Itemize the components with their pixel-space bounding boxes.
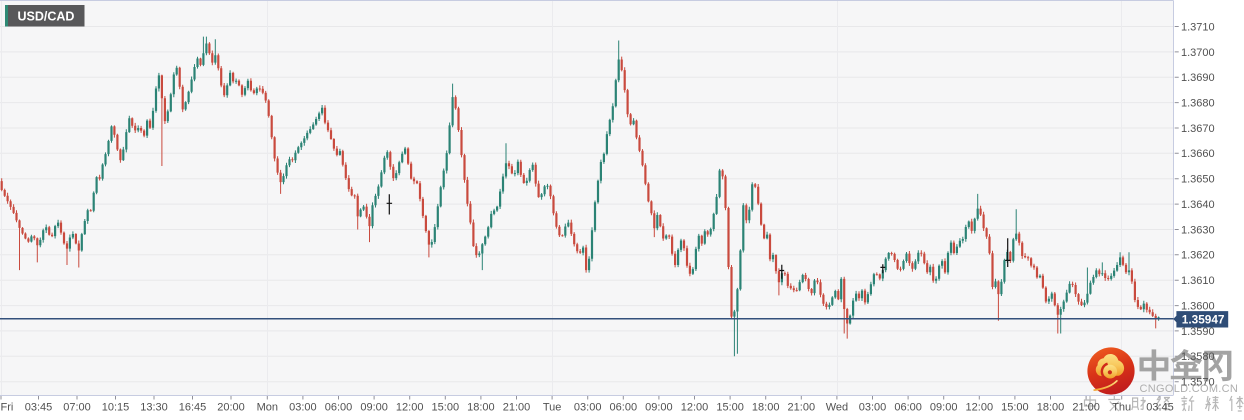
svg-text:1.3610: 1.3610 xyxy=(1181,275,1215,287)
svg-text:Thu: Thu xyxy=(1112,402,1131,414)
svg-text:1.3650: 1.3650 xyxy=(1181,174,1215,186)
svg-text:Wed: Wed xyxy=(826,402,848,414)
svg-text:21:00: 21:00 xyxy=(503,402,531,414)
svg-text:21:00: 21:00 xyxy=(1072,402,1100,414)
svg-text:1.3570: 1.3570 xyxy=(1181,377,1215,389)
svg-text:13:30: 13:30 xyxy=(140,402,168,414)
svg-text:1.3710: 1.3710 xyxy=(1181,21,1215,33)
svg-text:06:00: 06:00 xyxy=(894,402,922,414)
svg-text:03:00: 03:00 xyxy=(859,402,887,414)
svg-text:1.3700: 1.3700 xyxy=(1181,47,1215,59)
svg-text:18:00: 18:00 xyxy=(467,402,495,414)
svg-text:09:00: 09:00 xyxy=(930,402,958,414)
svg-text:16:45: 16:45 xyxy=(179,402,207,414)
svg-text:18:00: 18:00 xyxy=(1037,402,1065,414)
svg-text:1.3660: 1.3660 xyxy=(1181,148,1215,160)
svg-text:1.3620: 1.3620 xyxy=(1181,250,1215,262)
svg-text:1.3580: 1.3580 xyxy=(1181,351,1215,363)
svg-text:1.3640: 1.3640 xyxy=(1181,199,1215,211)
svg-text:21:00: 21:00 xyxy=(788,402,816,414)
svg-text:1.3670: 1.3670 xyxy=(1181,123,1215,135)
svg-text:03:45: 03:45 xyxy=(25,402,53,414)
svg-text:10:15: 10:15 xyxy=(102,402,130,414)
svg-text:06:00: 06:00 xyxy=(325,402,353,414)
svg-text:07:00: 07:00 xyxy=(63,402,91,414)
svg-text:1.35947: 1.35947 xyxy=(1182,312,1225,326)
svg-text:15:00: 15:00 xyxy=(1001,402,1029,414)
svg-text:09:00: 09:00 xyxy=(360,402,388,414)
svg-text:1.3630: 1.3630 xyxy=(1181,224,1215,236)
svg-text:15:00: 15:00 xyxy=(716,402,744,414)
svg-text:1.3680: 1.3680 xyxy=(1181,98,1215,110)
svg-text:Mon: Mon xyxy=(257,402,278,414)
svg-text:1.3690: 1.3690 xyxy=(1181,72,1215,84)
svg-text:Fri: Fri xyxy=(1,402,14,414)
svg-text:03:00: 03:00 xyxy=(289,402,317,414)
svg-text:03:00: 03:00 xyxy=(574,402,602,414)
svg-text:1.3600: 1.3600 xyxy=(1181,301,1215,313)
svg-text:CNGOLD.COM.CN: CNGOLD.COM.CN xyxy=(1140,383,1239,395)
svg-text:Tue: Tue xyxy=(543,402,562,414)
svg-text:12:00: 12:00 xyxy=(396,402,424,414)
svg-text:15:00: 15:00 xyxy=(432,402,460,414)
svg-text:18:00: 18:00 xyxy=(752,402,780,414)
svg-text:12:00: 12:00 xyxy=(966,402,994,414)
svg-text:20:00: 20:00 xyxy=(217,402,245,414)
svg-text:1.3590: 1.3590 xyxy=(1181,326,1215,338)
svg-text:03:45: 03:45 xyxy=(1146,402,1174,414)
svg-text:12:00: 12:00 xyxy=(681,402,709,414)
svg-text:06:00: 06:00 xyxy=(610,402,638,414)
svg-text:USD/CAD: USD/CAD xyxy=(18,10,75,24)
svg-text:09:00: 09:00 xyxy=(645,402,673,414)
